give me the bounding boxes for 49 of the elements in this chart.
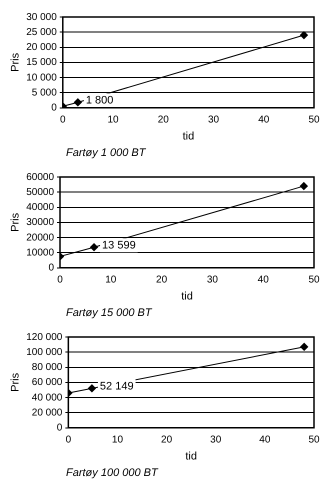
y-axis-title: Pris xyxy=(10,212,22,232)
text: Fartøy 1 000 BT xyxy=(66,146,147,161)
y-axis-title: Pris xyxy=(10,52,22,72)
y-axis-title: Pris xyxy=(10,372,22,392)
data-label: 52 149 xyxy=(100,380,134,392)
y-tick-label: 60000 xyxy=(26,172,54,183)
y-tick-label: 10000 xyxy=(26,247,54,258)
y-tick-label: 80 000 xyxy=(32,362,63,374)
y-tick-label: 20 000 xyxy=(32,407,63,418)
text: Fartøy 100 000 BT xyxy=(66,466,160,481)
x-axis-title: tid xyxy=(181,290,193,302)
x-tick-label: 20 xyxy=(161,434,173,446)
y-tick-label: 20 000 xyxy=(26,42,58,54)
y-tick-label: 10 000 xyxy=(26,72,58,84)
data-label: 13 599 xyxy=(102,239,136,252)
y-tick-label: 25 000 xyxy=(26,26,58,38)
x-tick-label: 0 xyxy=(66,434,72,446)
y-tick-label: 0 xyxy=(51,102,58,114)
x-tick-label: 50 xyxy=(308,274,320,286)
y-tick-label: 120 000 xyxy=(26,332,63,343)
x-axis-title: tid xyxy=(182,130,194,142)
x-tick-label: 10 xyxy=(107,114,120,126)
y-tick-label: 0 xyxy=(56,422,63,434)
y-tick-label: 30000 xyxy=(26,217,54,228)
x-tick-label: 20 xyxy=(158,114,170,126)
x-tick-label: 10 xyxy=(105,274,117,286)
x-tick-label: 40 xyxy=(258,114,270,126)
x-tick-label: 50 xyxy=(308,434,320,446)
x-tick-label: 40 xyxy=(259,434,271,446)
text: Fartøy 15 000 BT xyxy=(66,306,154,321)
x-tick-label: 30 xyxy=(206,274,218,286)
x-tick-label: 10 xyxy=(112,434,124,446)
y-tick-label: 40000 xyxy=(26,202,54,214)
x-tick-label: 20 xyxy=(156,274,168,286)
x-tick-label: 40 xyxy=(258,274,270,286)
y-tick-label: 15 000 xyxy=(26,57,58,68)
y-tick-label: 5 000 xyxy=(32,87,58,98)
y-tick-label: 20000 xyxy=(26,232,54,244)
y-tick-label: 0 xyxy=(48,262,54,274)
x-tick-label: 30 xyxy=(210,434,222,446)
data-label: 1 800 xyxy=(86,94,114,106)
y-tick-label: 40 000 xyxy=(32,392,63,404)
x-axis-title: tid xyxy=(185,450,197,462)
y-tick-label: 100 000 xyxy=(26,346,63,358)
y-tick-label: 50000 xyxy=(26,186,54,198)
x-tick-label: 50 xyxy=(308,114,320,126)
y-tick-label: 30 000 xyxy=(26,12,58,23)
x-tick-label: 30 xyxy=(208,114,220,126)
y-tick-label: 60 000 xyxy=(32,377,63,388)
